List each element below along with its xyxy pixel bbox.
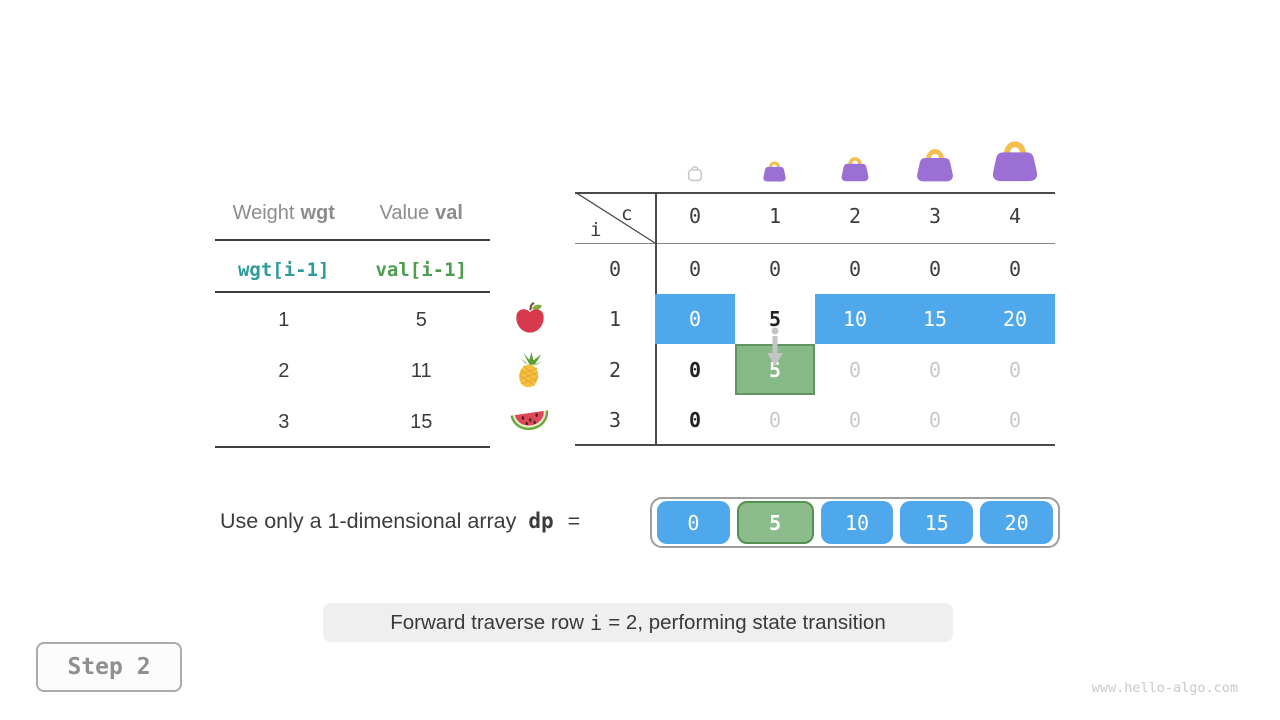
dp-array-cell-4: 20 bbox=[980, 501, 1053, 544]
items-table-header: Weight wgt Value val bbox=[215, 198, 490, 228]
val-formula: val[i-1] bbox=[375, 259, 467, 281]
row-header-1: 1 bbox=[608, 307, 622, 331]
corner-row-var: i bbox=[590, 219, 602, 241]
dp-cell-3-0: 0 bbox=[688, 408, 702, 432]
dp-row-headers: 0 1 2 3 bbox=[575, 243, 655, 445]
col-header-2: 2 bbox=[848, 204, 862, 228]
col-header-4: 4 bbox=[1008, 204, 1022, 228]
dp-cell-3-2: 0 bbox=[848, 408, 862, 432]
item-3-value: 15 bbox=[410, 410, 433, 433]
dp-array-cell-3: 15 bbox=[900, 501, 974, 544]
dp-cell-0-3: 0 bbox=[928, 256, 942, 281]
bag-icon-capacity-1 bbox=[763, 161, 786, 182]
value-code: val bbox=[435, 201, 463, 224]
caption-part1: Forward traverse row bbox=[390, 610, 584, 634]
dp-array-label: Use only a 1-dimensional array dp = bbox=[220, 509, 580, 534]
col-header-1: 1 bbox=[768, 204, 782, 228]
items-table-line-bottom bbox=[215, 446, 490, 448]
col-header-0: 0 bbox=[688, 204, 702, 228]
caption-box: Forward traverse row i = 2, performing s… bbox=[323, 603, 953, 642]
dp-table-line-header bbox=[575, 243, 1055, 245]
caption-part2: = 2, performing state transition bbox=[608, 610, 886, 634]
dp-col-headers: 0 1 2 3 4 bbox=[655, 204, 1055, 228]
dp-array-container: 0 5 10 15 20 bbox=[650, 497, 1060, 548]
item-1-value: 5 bbox=[415, 308, 427, 331]
item-2-value: 11 bbox=[410, 359, 432, 382]
weight-column-header: Weight wgt bbox=[215, 198, 353, 228]
bag-icon-capacity-3 bbox=[917, 149, 953, 182]
dp-cell-1-2: 10 bbox=[815, 294, 895, 344]
dp-cell-3-4: 0 bbox=[1008, 408, 1022, 432]
watermelon-icon bbox=[510, 410, 549, 431]
equals-sign: = bbox=[567, 509, 581, 533]
bag-icon-capacity-2 bbox=[841, 157, 869, 182]
corner-col-var: c bbox=[621, 203, 633, 225]
dp-table-line-top bbox=[575, 192, 1055, 194]
dp-cell-1-3: 15 bbox=[895, 294, 975, 344]
col-header-3: 3 bbox=[928, 204, 942, 228]
weight-code: wgt bbox=[300, 201, 335, 224]
dp-cell-0-4: 0 bbox=[1008, 256, 1022, 281]
value-label: Value bbox=[379, 201, 430, 224]
dp-array-label-text: Use only a 1-dimensional array bbox=[220, 509, 517, 533]
dp-cells: 0 0 0 0 0 0 5 10 15 20 0 5 0 0 0 0 0 0 0… bbox=[655, 243, 1055, 445]
dp-cell-1-0: 0 bbox=[655, 294, 735, 344]
dp-cell-3-1: 0 bbox=[768, 408, 782, 432]
step-badge: Step 2 bbox=[36, 642, 182, 692]
dp-variable-name: dp bbox=[528, 509, 554, 533]
item-row-1: 1 5 bbox=[215, 306, 490, 334]
value-column-header: Value val bbox=[353, 198, 491, 228]
dp-array-cell-2: 10 bbox=[820, 501, 894, 544]
weight-label: Weight bbox=[232, 201, 295, 224]
items-table-line-mid bbox=[215, 291, 490, 293]
arrow-down-icon bbox=[767, 327, 783, 366]
apple-icon bbox=[516, 302, 544, 333]
dp-table-line-bottom bbox=[575, 444, 1055, 446]
dp-cell-0-0: 0 bbox=[688, 256, 702, 281]
wgt-formula: wgt[i-1] bbox=[237, 259, 330, 281]
bag-icon-capacity-0 bbox=[687, 166, 703, 182]
item-row-2: 2 11 bbox=[215, 357, 490, 385]
pineapple-icon bbox=[519, 352, 543, 388]
row-header-2: 2 bbox=[608, 357, 622, 382]
row-header-3: 3 bbox=[608, 408, 622, 432]
bag-icon-capacity-4 bbox=[992, 141, 1038, 182]
caption-code-var: i bbox=[589, 610, 603, 635]
dp-array-cell-0: 0 bbox=[657, 501, 730, 544]
dp-cell-1-4: 20 bbox=[975, 294, 1055, 344]
item-2-weight: 2 bbox=[278, 359, 290, 382]
watermark: www.hello-algo.com bbox=[1091, 680, 1238, 696]
row-header-0: 0 bbox=[608, 256, 622, 281]
dp-cell-0-1: 0 bbox=[768, 256, 782, 281]
dp-cell-2-3: 0 bbox=[928, 357, 942, 382]
dp-cell-2-4: 0 bbox=[1008, 357, 1022, 382]
item-3-weight: 3 bbox=[278, 410, 290, 433]
items-table-formula-row: wgt[i-1] val[i-1] bbox=[215, 256, 490, 284]
dp-table-diagonal bbox=[575, 192, 656, 244]
dp-cell-3-3: 0 bbox=[928, 408, 942, 432]
dp-cell-2-0: 0 bbox=[688, 357, 702, 382]
item-1-weight: 1 bbox=[278, 308, 290, 331]
dp-array-cell-1: 5 bbox=[736, 501, 814, 544]
items-table-line-top bbox=[215, 239, 490, 241]
item-row-3: 3 15 bbox=[215, 408, 490, 436]
dp-cell-2-2: 0 bbox=[848, 357, 862, 382]
dp-cell-0-2: 0 bbox=[848, 256, 862, 281]
dp-cell-1-1: 5 bbox=[768, 307, 782, 331]
